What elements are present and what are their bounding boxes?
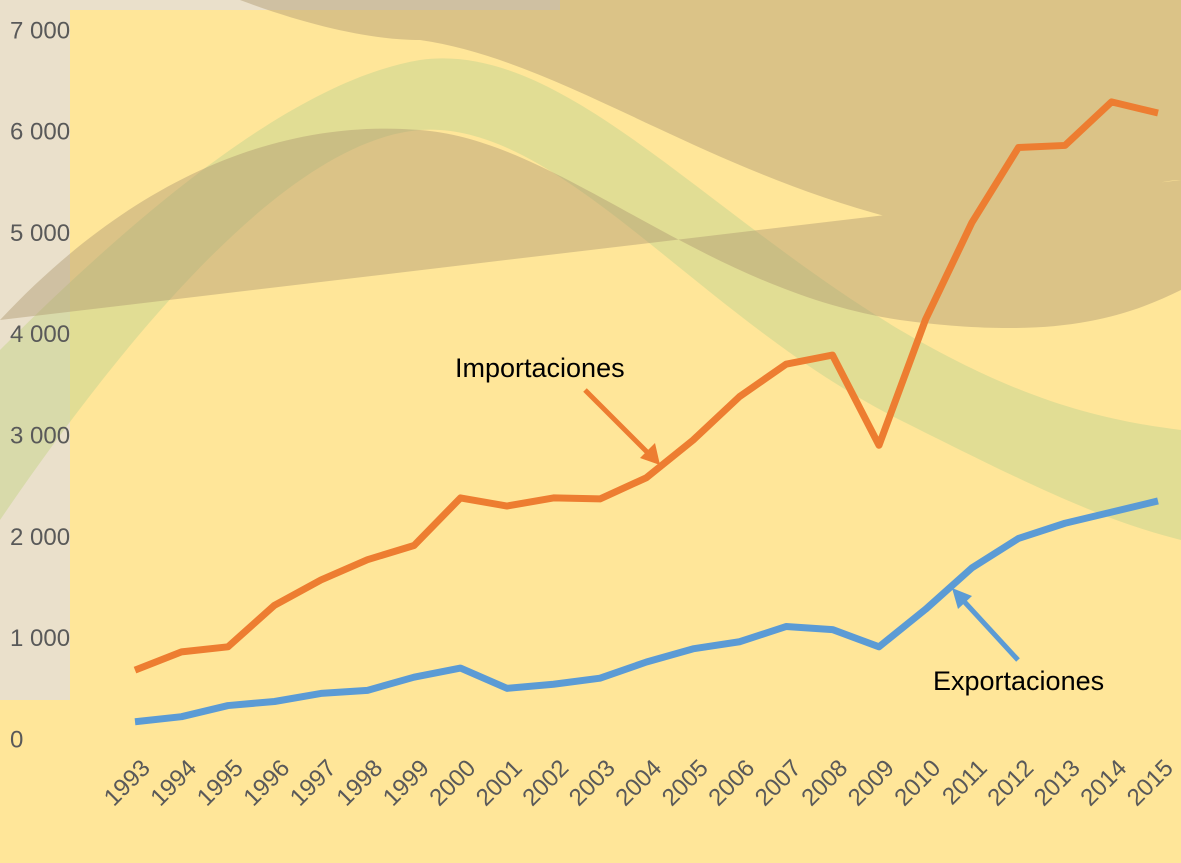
y-tick-label: 7 000 — [10, 17, 70, 44]
annotation: Exportaciones — [933, 666, 1104, 696]
y-tick-label: 6 000 — [10, 119, 70, 146]
annotation: Importaciones — [455, 353, 625, 383]
y-tick-label: 5 000 — [10, 220, 70, 247]
chart: Importaciones Exportaciones 0 1 000 2 000 3… — [0, 0, 1181, 863]
y-tick-label: 0 — [10, 726, 23, 753]
y-tick-label: 3 000 — [10, 422, 70, 449]
y-tick-label: 2 000 — [10, 524, 70, 551]
y-tick-label: 4 000 — [10, 321, 70, 348]
y-tick-label: 1 000 — [10, 625, 70, 652]
